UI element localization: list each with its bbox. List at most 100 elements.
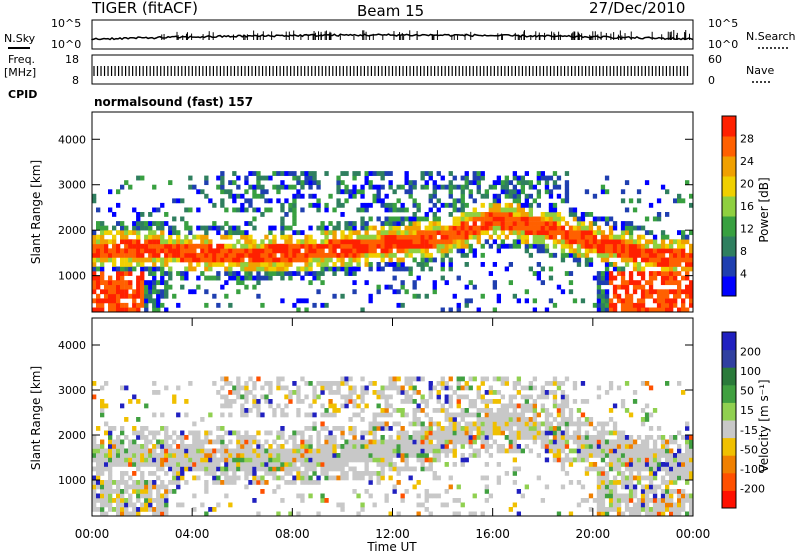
heatmap-cell: [424, 243, 429, 249]
heatmap-cell: [620, 493, 626, 499]
heatmap-cell: [256, 448, 261, 454]
heatmap-cell: [440, 230, 445, 236]
heatmap-cell: [396, 421, 401, 427]
heatmap-cell: [408, 448, 413, 454]
heatmap-cell: [689, 202, 694, 208]
heatmap-cell: [685, 284, 690, 290]
heatmap-cell: [236, 385, 241, 391]
heatmap-cell: [320, 412, 325, 418]
heatmap-cell: [124, 262, 129, 267]
heatmap-cell: [204, 435, 209, 440]
heatmap-cell: [484, 421, 490, 427]
heatmap-cell: [380, 457, 385, 463]
heatmap-cell: [344, 462, 349, 467]
heatmap-cell: [384, 202, 389, 208]
heatmap-cell: [292, 257, 297, 263]
heatmap-cell: [336, 381, 341, 386]
heatmap-cell: [220, 175, 225, 181]
heatmap-cell: [440, 408, 445, 413]
heatmap-cell: [540, 444, 546, 449]
heatmap-cell: [224, 462, 229, 467]
heatmap-cell: [436, 493, 441, 499]
heatmap-cell: [196, 234, 201, 240]
heatmap-cell: [636, 239, 642, 245]
heatmap-cell: [320, 225, 325, 231]
heatmap-cell: [152, 234, 157, 240]
y-tick-label: 3000: [58, 384, 86, 397]
heatmap-cell: [128, 457, 133, 463]
heatmap-cell: [572, 448, 578, 454]
heatmap-cell: [628, 271, 634, 276]
heatmap-cell: [580, 216, 586, 222]
heatmap-cell: [560, 257, 566, 263]
heatmap-cell: [100, 507, 105, 512]
heatmap-cell: [96, 207, 101, 213]
heatmap-cell: [144, 493, 149, 499]
heatmap-cell: [556, 435, 562, 440]
heatmap-cell: [300, 239, 305, 245]
heatmap-cell: [372, 390, 377, 395]
heatmap-cell: [604, 507, 610, 512]
heatmap-cell: [420, 234, 425, 240]
heatmap-cell: [128, 307, 133, 313]
heatmap-cell: [468, 193, 473, 199]
heatmap-cell: [356, 234, 361, 240]
heatmap-cell: [520, 184, 526, 190]
heatmap-cell: [376, 403, 381, 409]
heatmap-cell: [364, 280, 369, 286]
heatmap-cell: [108, 298, 113, 304]
heatmap-cell: [136, 252, 141, 258]
heatmap-cell: [276, 189, 281, 195]
heatmap-cell: [220, 284, 225, 290]
heatmap-cell: [400, 390, 405, 395]
heatmap-cell: [476, 394, 481, 400]
heatmap-cell: [436, 221, 441, 226]
heatmap-cell: [636, 198, 642, 204]
heatmap-cell: [669, 457, 674, 463]
heatmap-cell: [464, 216, 469, 222]
heatmap-cell: [436, 248, 441, 254]
heatmap-cell: [360, 453, 365, 458]
heatmap-cell: [96, 426, 101, 431]
heatmap-cell: [456, 302, 461, 308]
heatmap-cell: [216, 225, 221, 231]
colorbar-tick-label: 15: [740, 404, 754, 417]
heatmap-cell: [476, 171, 481, 176]
heatmap-cell: [576, 248, 582, 254]
heatmap-cell: [524, 239, 530, 245]
heatmap-cell: [376, 198, 381, 204]
heatmap-cell: [276, 448, 281, 454]
heatmap-cell: [564, 171, 570, 176]
heatmap-cell: [689, 448, 694, 454]
heatmap-cell: [284, 262, 289, 267]
heatmap-cell: [656, 302, 662, 308]
heatmap-cell: [665, 189, 670, 195]
heatmap-cell: [681, 390, 686, 395]
heatmap-cell: [192, 252, 197, 258]
heatmap-cell: [476, 212, 481, 217]
heatmap-cell: [460, 198, 465, 204]
heatmap-cell: [120, 262, 125, 267]
heatmap-cell: [156, 498, 161, 503]
heatmap-cell: [689, 298, 694, 304]
heatmap-cell: [440, 403, 445, 409]
heatmap-cell: [176, 234, 181, 240]
heatmap-cell: [604, 462, 610, 467]
heatmap-cell: [136, 239, 141, 245]
heatmap-cell: [652, 271, 658, 276]
heatmap-cell: [188, 239, 193, 245]
heatmap-cell: [124, 180, 129, 186]
heatmap-cell: [652, 262, 658, 267]
heatmap-cell: [300, 184, 305, 190]
heatmap-cell: [604, 298, 610, 304]
heatmap-cell: [420, 457, 425, 463]
heatmap-cell: [304, 257, 309, 263]
heatmap-cell: [292, 435, 297, 440]
heatmap-cell: [532, 225, 538, 231]
heatmap-cell: [224, 394, 229, 400]
heatmap-cell: [128, 262, 133, 267]
heatmap-cell: [292, 202, 297, 208]
heatmap-cell: [484, 417, 490, 422]
heatmap-cell: [588, 212, 594, 217]
heatmap-cell: [320, 271, 325, 276]
